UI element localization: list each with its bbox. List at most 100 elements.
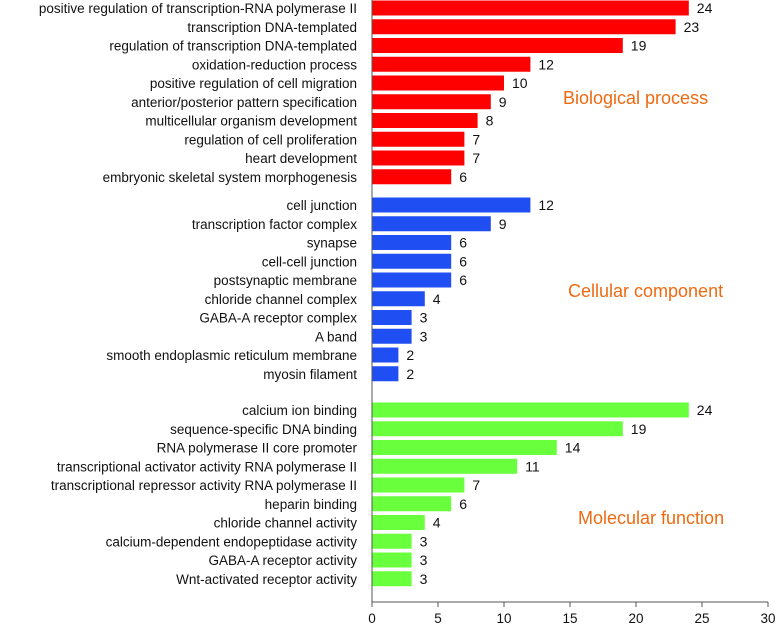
- x-tick-label: 15: [562, 611, 577, 625]
- bars-layer: positive regulation of transcription-RNA…: [39, 0, 724, 587]
- category-label: regulation of transcription DNA-template…: [109, 39, 357, 54]
- bar: [372, 571, 412, 587]
- category-label: chloride channel activity: [214, 516, 358, 531]
- value-label: 3: [420, 328, 428, 344]
- category-label: GABA-A receptor complex: [199, 311, 357, 326]
- category-label: transcriptional repressor activity RNA p…: [51, 478, 357, 493]
- value-label: 7: [472, 150, 480, 166]
- category-label: smooth endoplasmic reticulum membrane: [106, 348, 357, 363]
- category-label: transcription DNA-templated: [187, 20, 357, 35]
- x-tick-label: 25: [694, 611, 709, 625]
- bar: [372, 235, 452, 250]
- category-label: myosin filament: [263, 367, 357, 382]
- bar: [372, 310, 412, 325]
- value-label: 19: [631, 38, 647, 54]
- group-label: Biological process: [563, 88, 708, 108]
- value-label: 14: [565, 440, 581, 456]
- value-label: 8: [486, 113, 494, 129]
- bar: [372, 131, 465, 147]
- category-label: cell junction: [286, 198, 357, 213]
- bar: [372, 347, 399, 363]
- bar: [372, 169, 452, 185]
- category-label: heart development: [245, 151, 357, 166]
- value-label: 9: [499, 94, 507, 110]
- value-label: 3: [420, 552, 428, 568]
- x-tick-label: 30: [760, 611, 775, 625]
- bar: [372, 150, 465, 166]
- category-label: cell-cell junction: [262, 254, 357, 269]
- category-label: sequence-specific DNA binding: [170, 422, 357, 437]
- bar: [372, 328, 412, 344]
- bar: [372, 94, 491, 110]
- value-label: 23: [684, 19, 700, 35]
- value-label: 6: [459, 272, 467, 288]
- category-label: positive regulation of cell migration: [150, 76, 357, 91]
- category-label: Wnt-activated receptor activity: [176, 572, 357, 587]
- group-cellular-component: cell junction 12 transcription factor comp…: [106, 197, 723, 382]
- group-biological-process: positive regulation of transcription-RNA…: [39, 0, 713, 185]
- value-label: 6: [459, 169, 467, 185]
- group-label: Molecular function: [578, 508, 724, 528]
- category-label: transcription factor complex: [192, 217, 357, 232]
- x-tick-label: 5: [434, 611, 442, 625]
- bar: [372, 56, 531, 72]
- category-label: A band: [315, 329, 357, 344]
- value-label: 11: [525, 458, 540, 474]
- category-label: multicellular organism development: [145, 114, 357, 129]
- category-label: calcium ion binding: [242, 403, 357, 418]
- bar: [372, 552, 412, 568]
- bar: [372, 440, 557, 455]
- x-tick-label: 10: [496, 611, 511, 625]
- bar: [372, 458, 518, 474]
- value-label: 10: [512, 75, 528, 91]
- value-label: 24: [697, 402, 713, 418]
- bar: [372, 496, 452, 512]
- value-label: 19: [631, 421, 647, 437]
- value-label: 6: [459, 253, 467, 269]
- category-label: oxidation-reduction process: [192, 57, 357, 72]
- value-label: 4: [433, 515, 441, 531]
- value-label: 4: [433, 291, 441, 307]
- category-label: anterior/posterior pattern specification: [131, 95, 357, 110]
- category-label: regulation of cell proliferation: [184, 132, 357, 147]
- category-label: transcriptional activator activity RNA p…: [57, 459, 357, 474]
- category-label: chloride channel complex: [205, 292, 358, 307]
- bar: [372, 272, 452, 288]
- bar: [372, 477, 465, 493]
- bar: [372, 19, 676, 35]
- value-label: 24: [697, 0, 713, 16]
- bar: [372, 197, 531, 213]
- bar: [372, 216, 491, 232]
- value-label: 9: [499, 216, 507, 232]
- category-label: GABA-A receptor activity: [208, 553, 357, 568]
- bar: [372, 366, 399, 382]
- value-label: 2: [406, 366, 414, 382]
- category-label: RNA polymerase II core promoter: [157, 441, 358, 456]
- value-label: 3: [420, 571, 428, 587]
- value-label: 12: [538, 197, 554, 213]
- bar: [372, 75, 504, 91]
- value-label: 3: [420, 310, 428, 326]
- group-label: Cellular component: [568, 281, 723, 301]
- group-molecular-function: calcium ion binding 24 sequence-specific D…: [51, 402, 724, 587]
- category-label: postsynaptic membrane: [214, 273, 357, 288]
- category-label: heparin binding: [265, 497, 357, 512]
- value-label: 12: [538, 56, 554, 72]
- bar: [372, 533, 412, 549]
- x-axis: 0 5 10 15 20 25 30: [368, 0, 776, 625]
- x-tick-label: 20: [628, 611, 643, 625]
- bar: [372, 515, 425, 530]
- bar: [372, 253, 452, 269]
- category-label: positive regulation of transcription-RNA…: [39, 1, 357, 16]
- value-label: 2: [406, 347, 414, 363]
- category-label: synapse: [307, 236, 357, 251]
- value-label: 7: [472, 477, 480, 493]
- bar: [372, 38, 623, 53]
- bar: [372, 291, 425, 307]
- value-label: 7: [472, 131, 480, 147]
- bar: [372, 0, 689, 16]
- bar: [372, 402, 689, 418]
- value-label: 3: [420, 533, 428, 549]
- value-label: 6: [459, 496, 467, 512]
